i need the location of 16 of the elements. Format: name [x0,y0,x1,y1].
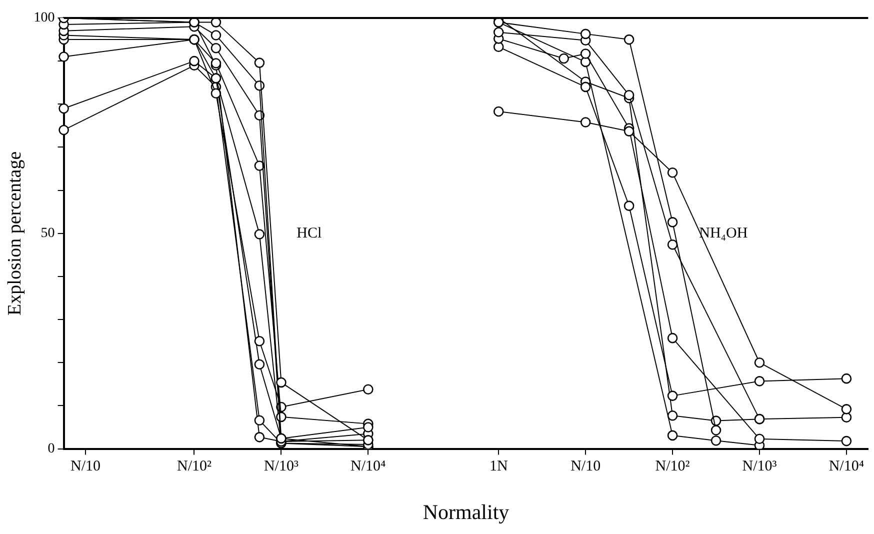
x-tick-label: N/10² [655,458,690,475]
y-tick-label: 50 [40,226,55,242]
y-axis-title: Explosion percentage [4,151,26,316]
x-tick-label: N/10² [176,458,212,475]
annotation: NH₄OH [699,225,748,242]
x-tick-label: 1N [489,458,508,475]
y-tick-label: 0 [48,441,55,456]
x-axis-title: Normality [422,500,510,524]
x-tick-label: N/10³ [742,458,778,475]
x-tick-label: N/10 [570,458,601,475]
annotation: HCl [296,225,322,242]
x-tick-label: N/10³ [264,458,299,475]
x-tick-label: N/10⁴ [350,458,386,475]
x-tick-label: N/10⁴ [828,458,864,475]
x-tick-label: N/10 [70,458,101,475]
y-tick-label: 100 [34,10,55,26]
